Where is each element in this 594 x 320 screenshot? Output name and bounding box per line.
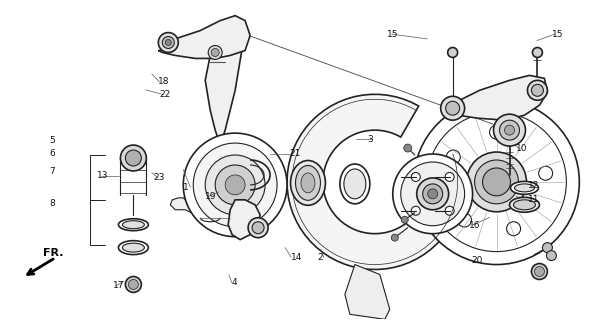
Ellipse shape [344, 169, 366, 199]
Text: 2: 2 [318, 253, 323, 262]
Circle shape [165, 40, 171, 45]
Ellipse shape [118, 241, 148, 255]
Circle shape [445, 206, 454, 215]
Text: 13: 13 [97, 172, 108, 180]
Text: 12: 12 [528, 181, 539, 190]
Circle shape [527, 80, 548, 100]
Text: 1: 1 [183, 183, 189, 192]
Text: 3: 3 [367, 135, 372, 144]
Circle shape [441, 96, 465, 120]
Circle shape [500, 120, 520, 140]
Text: 19: 19 [205, 192, 217, 201]
Text: 14: 14 [291, 253, 302, 262]
Circle shape [401, 162, 465, 226]
Circle shape [504, 125, 514, 135]
Circle shape [489, 125, 504, 139]
Ellipse shape [118, 219, 148, 231]
Ellipse shape [122, 243, 144, 252]
Circle shape [467, 152, 526, 212]
Circle shape [507, 222, 520, 236]
Circle shape [193, 143, 277, 227]
Circle shape [494, 114, 526, 146]
Text: 15: 15 [387, 30, 399, 39]
Polygon shape [228, 200, 260, 240]
Text: 6: 6 [49, 149, 55, 158]
Circle shape [475, 160, 519, 204]
Circle shape [532, 264, 548, 279]
Polygon shape [445, 76, 548, 120]
Text: 21: 21 [289, 149, 301, 158]
Circle shape [542, 243, 552, 252]
Circle shape [417, 178, 448, 210]
Circle shape [162, 36, 174, 49]
Circle shape [211, 49, 219, 56]
Ellipse shape [295, 165, 320, 200]
Ellipse shape [340, 164, 370, 204]
Text: 9: 9 [516, 135, 522, 144]
Circle shape [208, 45, 222, 60]
Circle shape [215, 165, 255, 205]
Text: 23: 23 [154, 173, 165, 182]
Text: 18: 18 [158, 77, 169, 86]
Circle shape [411, 172, 420, 181]
Circle shape [404, 144, 412, 152]
Text: 7: 7 [49, 167, 55, 176]
Text: FR.: FR. [43, 248, 63, 258]
Circle shape [393, 154, 473, 234]
Text: 4: 4 [232, 278, 238, 287]
Circle shape [125, 150, 141, 166]
Circle shape [128, 279, 138, 289]
Text: 17: 17 [113, 281, 125, 290]
Circle shape [252, 222, 264, 234]
Circle shape [448, 47, 457, 58]
Circle shape [125, 276, 141, 292]
Ellipse shape [122, 221, 144, 229]
Text: 8: 8 [49, 198, 55, 207]
Circle shape [457, 213, 472, 227]
Circle shape [546, 251, 557, 260]
Circle shape [414, 99, 579, 265]
Circle shape [446, 101, 460, 115]
Ellipse shape [513, 200, 535, 210]
Circle shape [402, 216, 408, 223]
Text: 5: 5 [49, 136, 55, 145]
Circle shape [428, 189, 438, 199]
Ellipse shape [290, 161, 326, 205]
Polygon shape [159, 16, 250, 59]
Ellipse shape [510, 181, 538, 194]
Text: 16: 16 [469, 221, 481, 230]
Polygon shape [345, 265, 390, 319]
Polygon shape [287, 94, 463, 269]
Text: 10: 10 [516, 144, 527, 153]
Circle shape [539, 166, 552, 180]
Circle shape [159, 33, 178, 52]
Text: 22: 22 [160, 90, 170, 99]
Circle shape [227, 23, 243, 38]
Ellipse shape [514, 184, 535, 192]
Text: 11: 11 [528, 195, 539, 204]
Circle shape [446, 150, 460, 164]
Circle shape [184, 133, 287, 237]
Circle shape [482, 168, 510, 196]
Circle shape [223, 19, 247, 43]
Text: 20: 20 [472, 256, 483, 265]
Text: 15: 15 [552, 30, 563, 39]
Circle shape [205, 155, 265, 215]
Ellipse shape [510, 197, 539, 212]
Polygon shape [205, 20, 245, 145]
Circle shape [532, 84, 544, 96]
Circle shape [445, 172, 454, 181]
Ellipse shape [301, 173, 315, 193]
Circle shape [423, 184, 443, 204]
Polygon shape [170, 187, 228, 218]
Circle shape [121, 145, 146, 171]
Circle shape [225, 175, 245, 195]
Circle shape [391, 234, 398, 241]
Circle shape [411, 206, 420, 215]
Circle shape [231, 27, 239, 35]
Circle shape [532, 47, 542, 58]
Circle shape [535, 267, 545, 276]
Circle shape [248, 218, 268, 238]
